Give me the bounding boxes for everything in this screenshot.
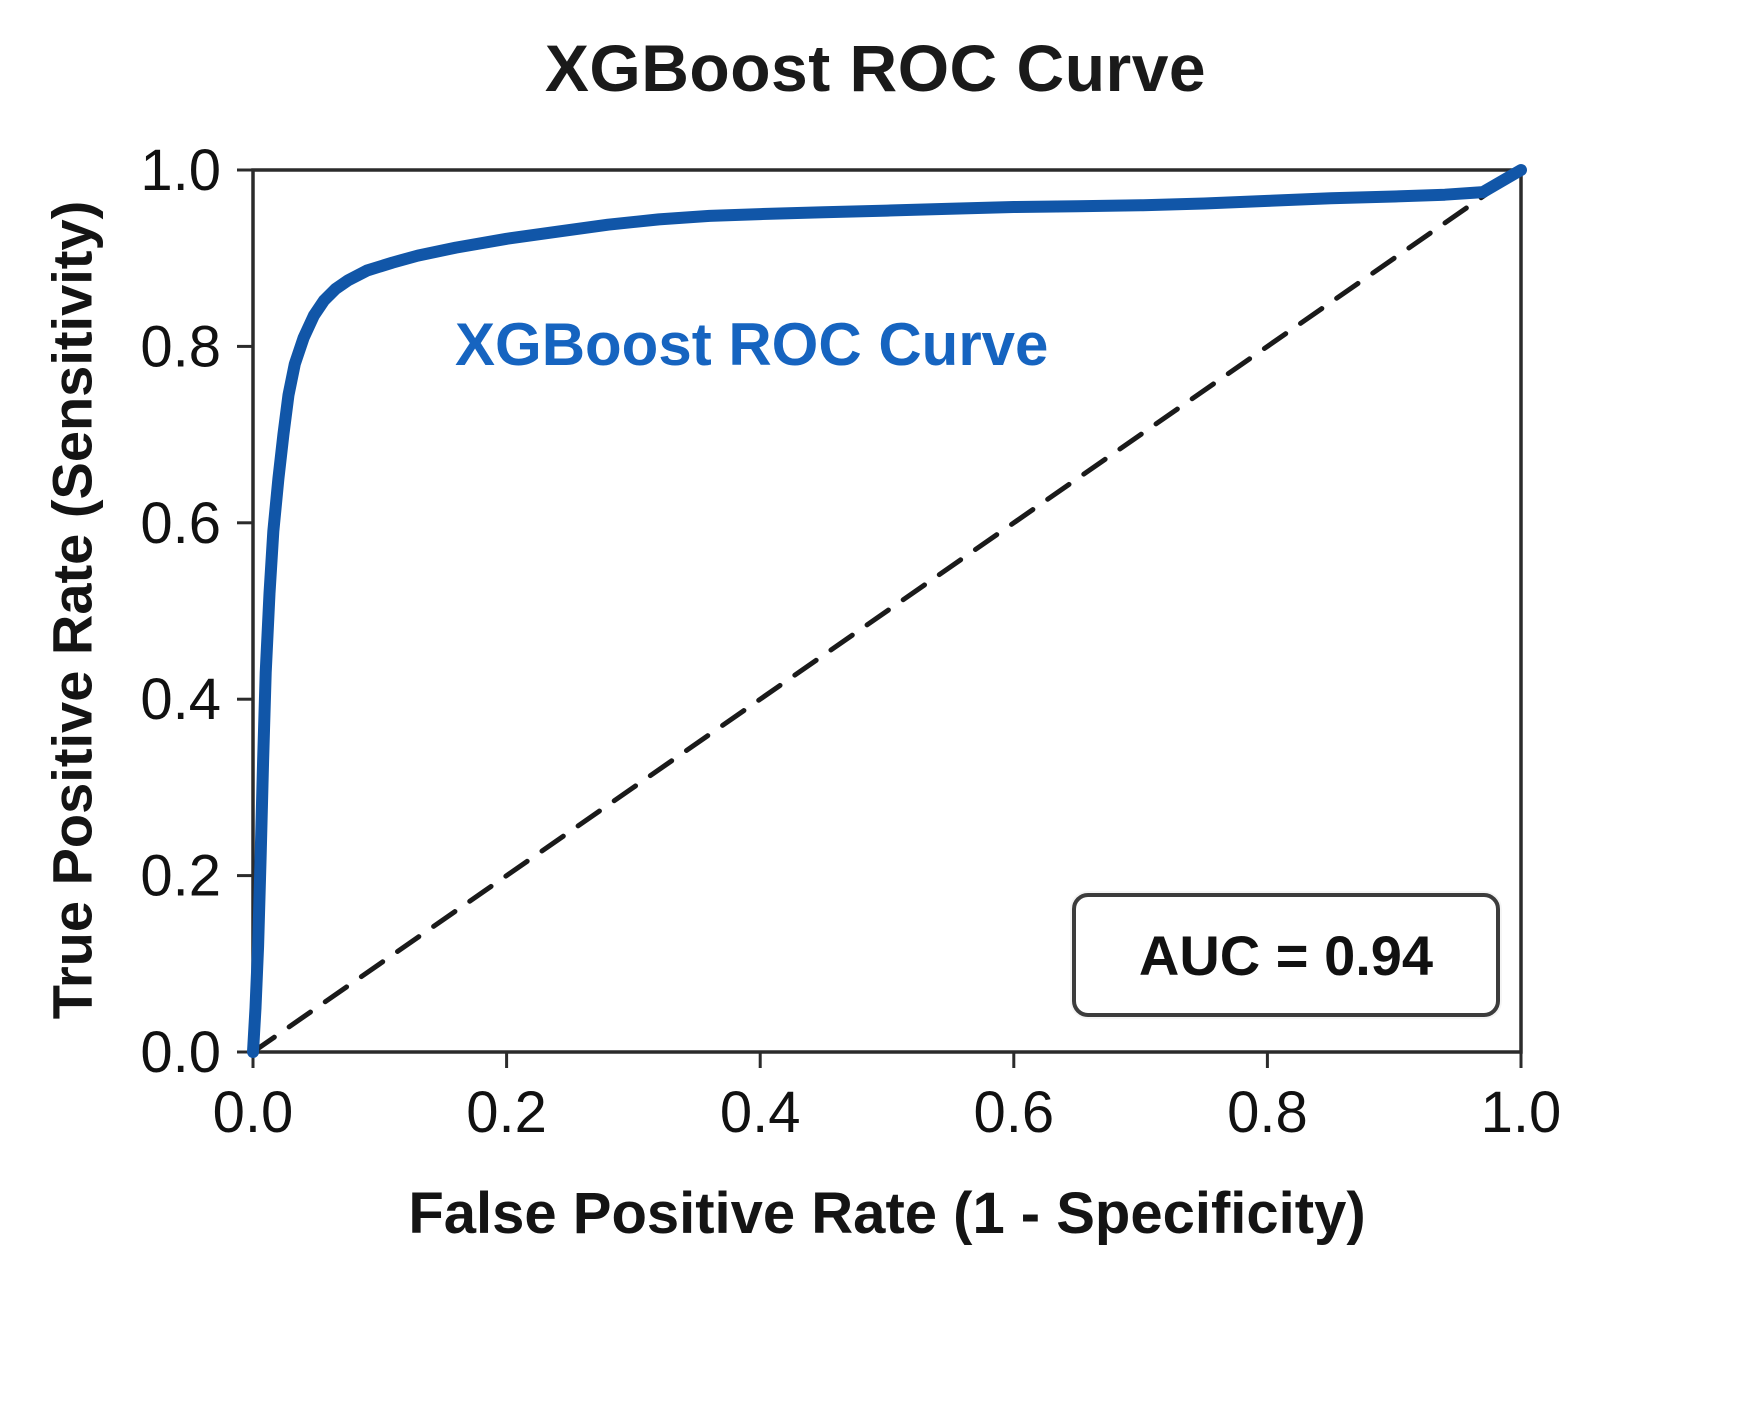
y-tick-label: 0.0 <box>140 1020 221 1085</box>
x-tick-label: 0.8 <box>1227 1080 1308 1145</box>
x-tick-label: 0.0 <box>213 1080 294 1145</box>
y-axis-label: True Positive Rate (Sensitivity) <box>40 200 104 1020</box>
x-tick-label: 0.4 <box>720 1080 801 1145</box>
series-roc-curve <box>247 164 1527 1058</box>
y-tick-label: 1.0 <box>140 138 221 203</box>
x-tick-label: 1.0 <box>1481 1080 1562 1145</box>
y-tick-label: 0.4 <box>140 667 221 732</box>
x-tick-label: 0.6 <box>973 1080 1054 1145</box>
y-tick-label: 0.2 <box>140 844 221 909</box>
y-tick-label: 0.8 <box>140 314 221 379</box>
curve-annotation-label: XGBoost ROC Curve <box>455 311 1049 378</box>
auc-badge: AUC = 0.94 <box>1072 893 1500 1017</box>
x-tick-label: 0.2 <box>466 1080 547 1145</box>
series-chance-line <box>250 167 1524 1055</box>
chart-title: XGBoost ROC Curve <box>544 31 1207 105</box>
y-tick-label: 0.6 <box>140 491 221 556</box>
x-axis-label: False Positive Rate (1 - Specificity) <box>408 1181 1366 1246</box>
auc-text: AUC = 0.94 <box>1138 923 1434 987</box>
